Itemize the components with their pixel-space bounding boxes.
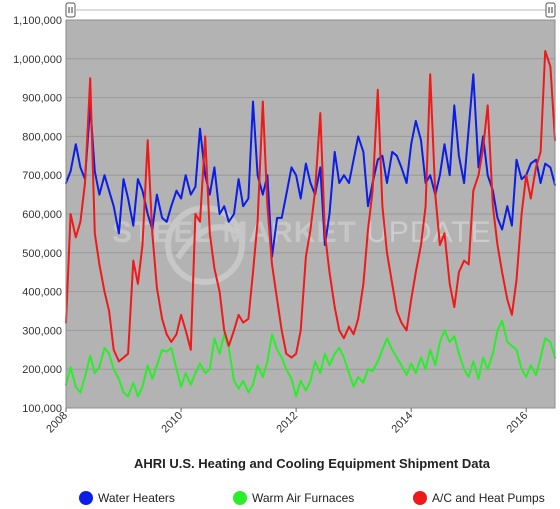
range-handle-right[interactable] <box>545 2 556 18</box>
series-lines <box>65 50 556 398</box>
y-tick-label: 900,000 <box>22 93 62 105</box>
y-tick-label: 1,100,000 <box>13 15 62 27</box>
y-axis-ticks: 100,000 200,000 300,000 400,000 500,000 600,0… <box>13 15 62 415</box>
legend-warm-air-furnaces: Warm Air Furnaces <box>233 491 354 505</box>
y-tick-label: 700,000 <box>22 170 62 182</box>
chart-title: AHRI U.S. Heating and Cooling Equipment … <box>134 456 491 471</box>
legend-label: Warm Air Furnaces <box>252 491 354 505</box>
water-heaters-line <box>65 73 556 258</box>
y-tick-label: 200,000 <box>22 364 62 376</box>
range-handle-left[interactable] <box>65 2 76 18</box>
legend-water-heaters: Water Heaters <box>79 491 175 505</box>
legend-label: Water Heaters <box>98 491 175 505</box>
y-tick-label: 500,000 <box>22 248 62 260</box>
plot-frame <box>65 19 556 409</box>
watermark-text: STEEL MARKET UPDATE <box>112 216 492 249</box>
legend-marker <box>413 491 427 505</box>
y-tick-label: 1,000,000 <box>13 54 62 66</box>
legend-ac-heat-pumps: A/C and Heat Pumps <box>413 491 545 505</box>
y-tick-label: 400,000 <box>22 287 62 299</box>
legend-marker <box>233 491 247 505</box>
watermark-logo-circle <box>165 205 245 285</box>
legend-marker <box>79 491 93 505</box>
watermark-logo-swirl <box>175 224 240 260</box>
legend-label: A/C and Heat Pumps <box>432 491 545 505</box>
y-tick-label: 100,000 <box>22 403 62 415</box>
y-tick-label: 800,000 <box>22 131 62 143</box>
y-tick-label: 300,000 <box>22 325 62 337</box>
legend: Water Heaters Warm Air Furnaces A/C and He… <box>79 491 545 505</box>
ac-heat-pumps-line <box>65 50 556 363</box>
y-tick-label: 600,000 <box>22 209 62 221</box>
warm-air-furnaces-line <box>65 319 556 398</box>
